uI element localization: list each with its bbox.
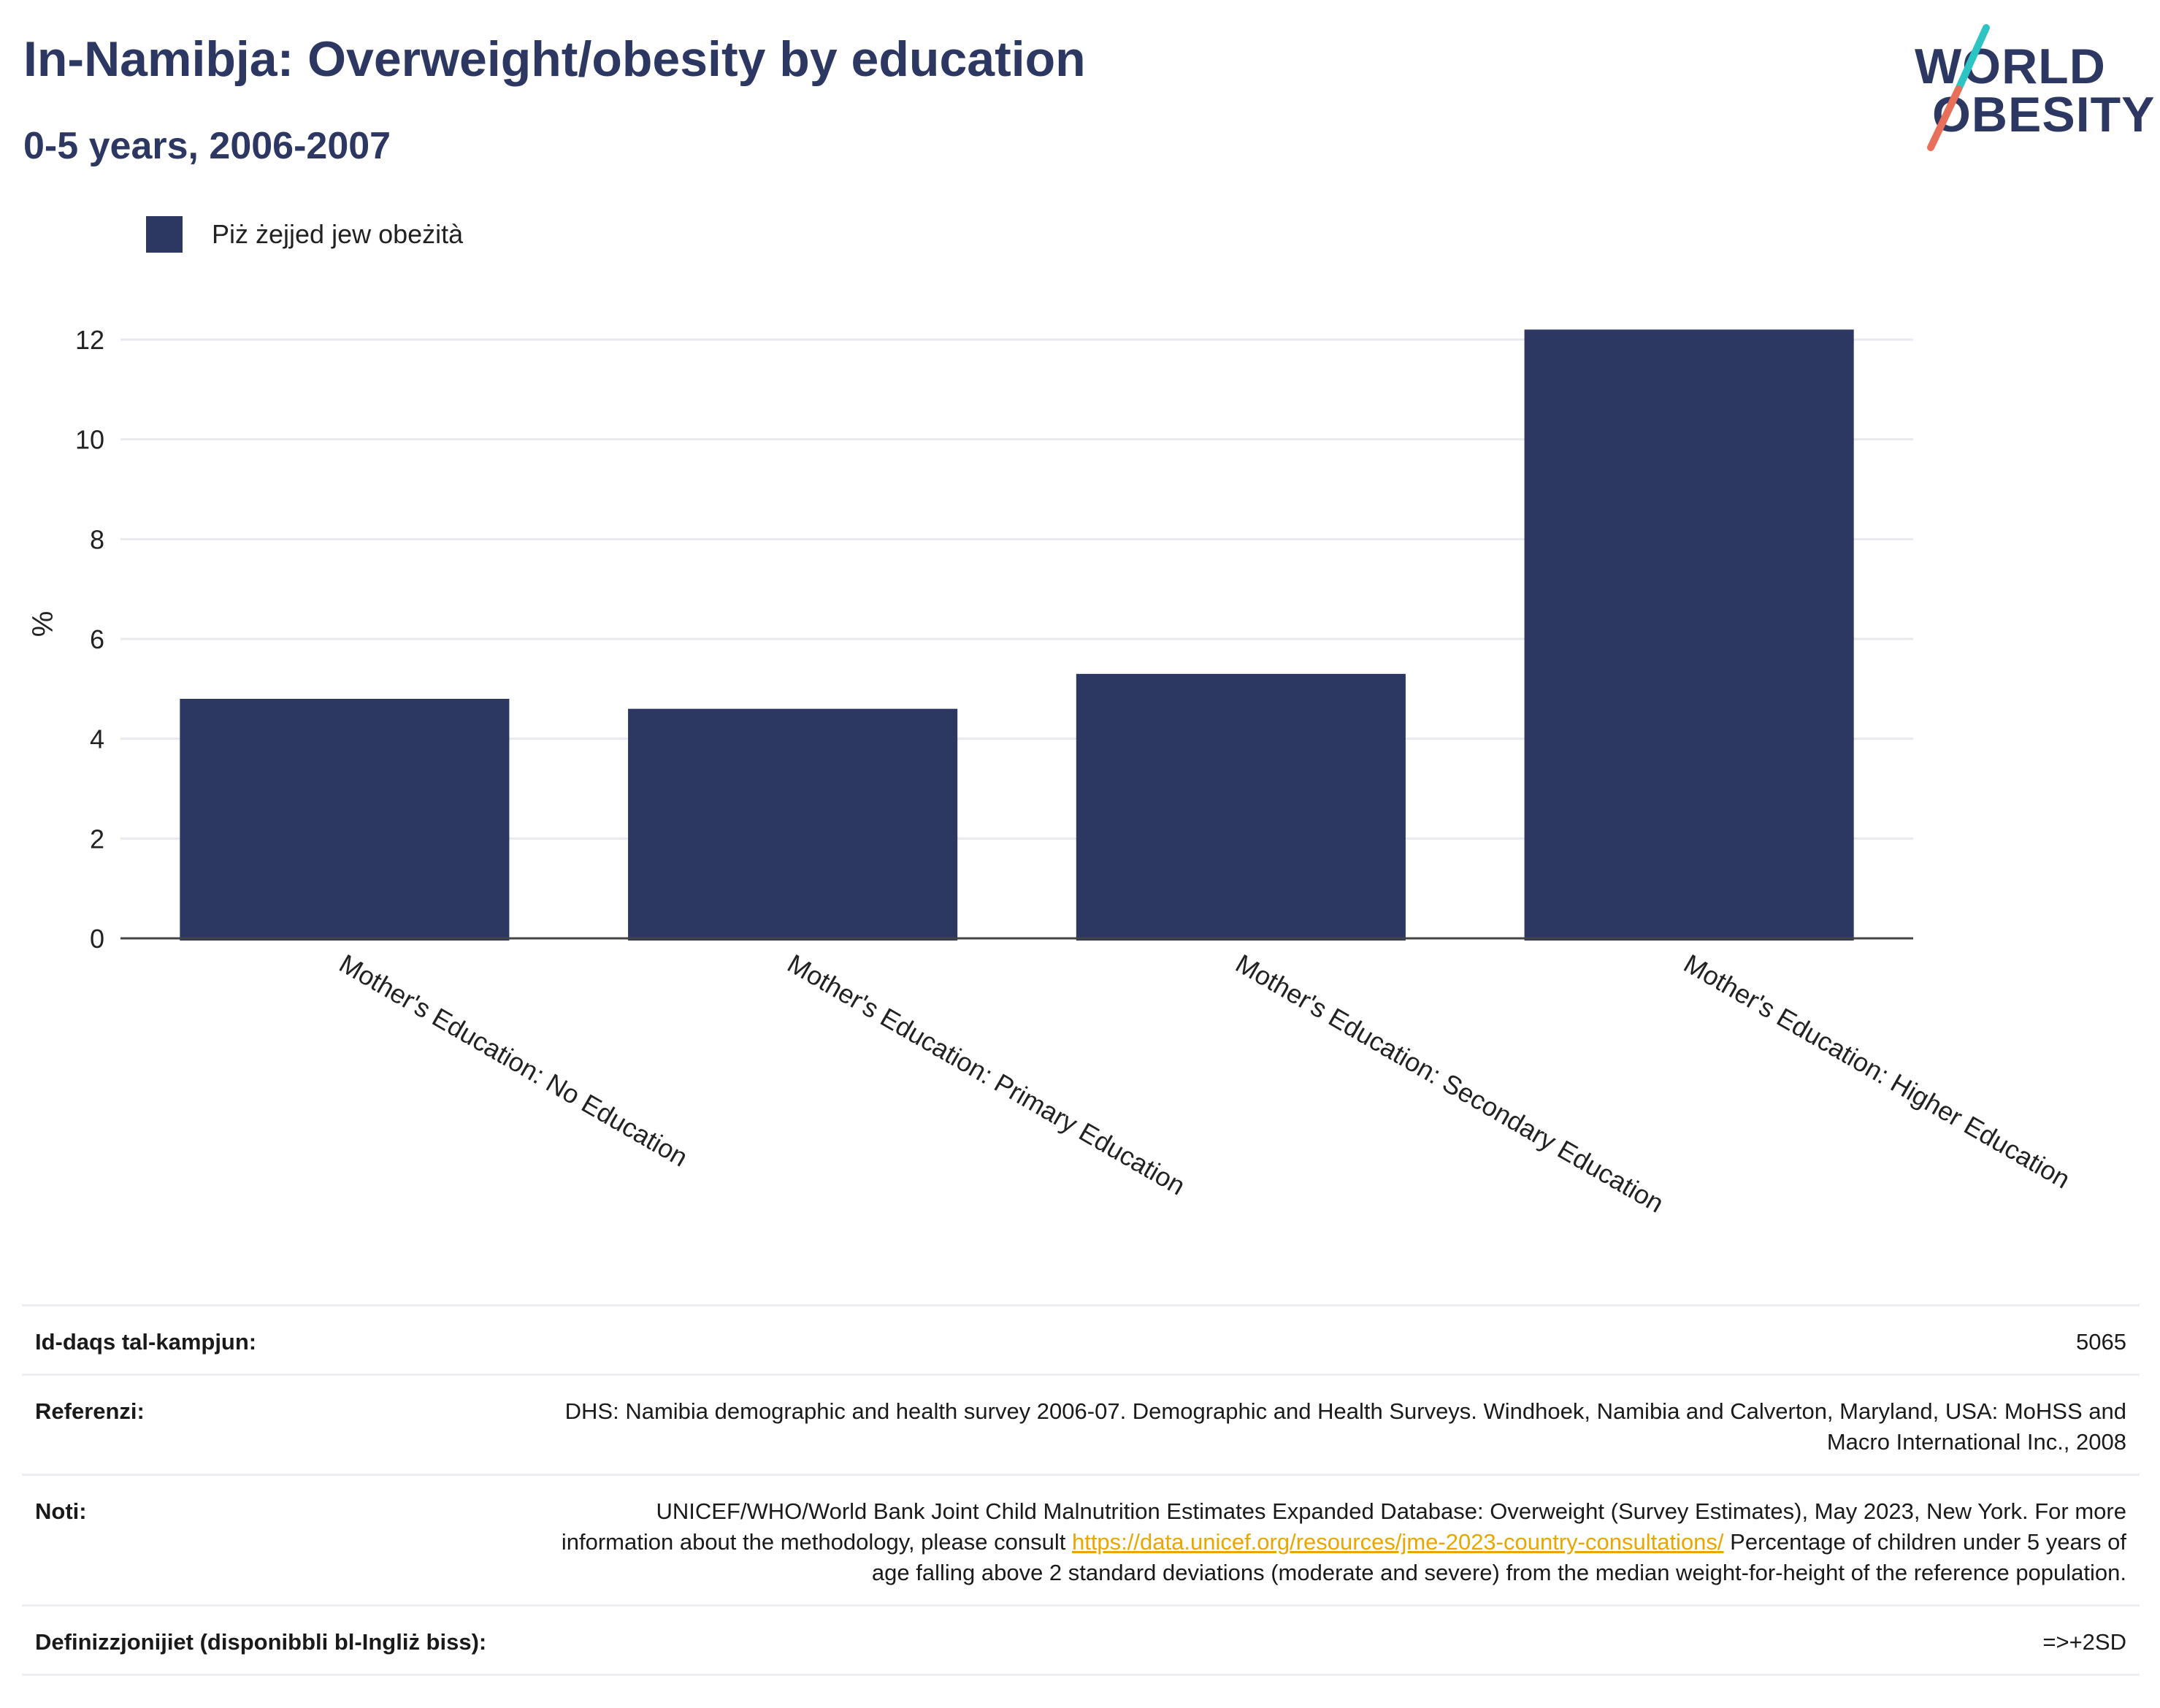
methodology-link[interactable]: https://data.unicef.org/resources/jme-20… bbox=[1071, 1529, 1724, 1555]
notes-value: UNICEF/WHO/World Bank Joint Child Malnut… bbox=[556, 1496, 2126, 1588]
logo-line-2: OBESITY bbox=[1932, 87, 2156, 142]
bar bbox=[628, 708, 958, 941]
references-value: DHS: Namibia demographic and health surv… bbox=[564, 1398, 2126, 1455]
y-axis-ticks: 0 2 4 6 8 10 12 bbox=[75, 325, 104, 954]
references-label: Referenzi: bbox=[35, 1398, 145, 1424]
chart-legend: Piż żejjed jew obeżità bbox=[146, 216, 463, 253]
references-row: Referenzi: DHS: Namibia demographic and … bbox=[22, 1374, 2140, 1474]
metadata-table: Id-daqs tal-kampjun: 5065 Referenzi: DHS… bbox=[22, 1304, 2140, 1676]
x-tick-label: Mother's Education: Secondary Education bbox=[1230, 948, 1669, 1218]
sample-size-row: Id-daqs tal-kampjun: 5065 bbox=[22, 1304, 2140, 1374]
x-tick-label: Mother's Education: Higher Education bbox=[1679, 948, 2075, 1194]
chart-subtitle: 0-5 years, 2006-2007 bbox=[23, 125, 391, 167]
y-tick-label: 8 bbox=[90, 524, 104, 554]
y-tick-label: 6 bbox=[90, 624, 104, 654]
bar bbox=[180, 699, 510, 941]
bar bbox=[1076, 673, 1406, 941]
y-tick-label: 0 bbox=[90, 924, 104, 954]
x-tick-label: Mother's Education: No Education bbox=[334, 948, 693, 1172]
x-tick-label: Mother's Education: Primary Education bbox=[783, 948, 1190, 1200]
bar-chart: 0 2 4 6 8 10 12 Mother's Education: No Educati… bbox=[27, 325, 2075, 1219]
y-axis-label: % bbox=[27, 611, 59, 637]
logo-slash-icon bbox=[1927, 24, 1990, 151]
sample-size-value: 5065 bbox=[2076, 1329, 2126, 1355]
chart-bars bbox=[180, 329, 1854, 941]
y-tick-label: 10 bbox=[75, 425, 104, 455]
notes-text-before: UNICEF/WHO/World Bank Joint Child Malnut… bbox=[561, 1498, 2126, 1555]
definitions-label: Definizzjonijiet (disponibbli bl-Ingliż … bbox=[35, 1629, 487, 1655]
x-axis-ticks: Mother's Education: No Education Mother's… bbox=[334, 948, 2075, 1218]
sample-size-label: Id-daqs tal-kampjun: bbox=[35, 1329, 257, 1355]
bar bbox=[1524, 329, 1854, 941]
notes-label: Noti: bbox=[35, 1498, 87, 1524]
notes-row: Noti: UNICEF/WHO/World Bank Joint Child … bbox=[22, 1474, 2140, 1604]
y-tick-label: 12 bbox=[75, 325, 104, 355]
chart-title: In-Namibja: Overweight/obesity by educat… bbox=[23, 31, 1086, 87]
definitions-value: =>+2SD bbox=[2042, 1629, 2126, 1655]
logo-line-1: WORLD bbox=[1915, 39, 2106, 94]
legend-label: Piż żejjed jew obeżità bbox=[212, 219, 464, 249]
world-obesity-logo: WORLD OBESITY bbox=[1906, 22, 2155, 153]
legend-swatch bbox=[146, 216, 183, 253]
notes-text-after: Percentage of children under 5 years of … bbox=[871, 1529, 2126, 1585]
y-tick-label: 4 bbox=[90, 724, 104, 754]
y-tick-label: 2 bbox=[90, 824, 104, 854]
definitions-row: Definizzjonijiet (disponibbli bl-Ingliż … bbox=[22, 1604, 2140, 1676]
